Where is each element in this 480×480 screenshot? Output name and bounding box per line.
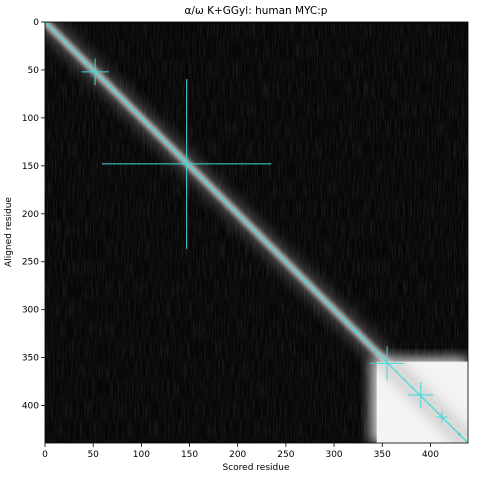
crosshair-marker-4 — [436, 411, 448, 423]
x-tick-label: 150 — [181, 450, 198, 460]
x-tick-label: 0 — [42, 450, 48, 460]
crosshair-marker-0 — [81, 58, 109, 86]
crosshair-marker-5 — [457, 432, 462, 437]
crosshair-marker-7 — [329, 304, 333, 308]
crosshair-marker-1 — [101, 79, 272, 249]
diagonal-line — [45, 22, 468, 443]
y-axis-label: Aligned residue — [4, 197, 14, 267]
crosshair-marker-3 — [408, 382, 434, 408]
y-tick-label: 100 — [22, 114, 39, 124]
heatmap-area — [45, 22, 468, 443]
x-tick-label: 400 — [422, 450, 439, 460]
x-tick-label: 250 — [277, 450, 294, 460]
x-tick-label: 300 — [325, 450, 342, 460]
diagonal-glow — [45, 22, 468, 443]
x-tick-label: 200 — [229, 450, 246, 460]
crosshair-marker-8 — [303, 279, 307, 283]
y-tick-label: 150 — [22, 162, 39, 172]
plot-frame — [44, 21, 469, 444]
x-axis-label: Scored residue — [223, 463, 290, 473]
y-tick-label: 300 — [22, 306, 39, 316]
crosshair-marker-6 — [354, 329, 359, 334]
y-tick-label: 350 — [22, 354, 39, 364]
x-tick-label: 100 — [133, 450, 150, 460]
y-tick-label: 400 — [22, 402, 39, 412]
y-tick-label: 0 — [33, 18, 39, 28]
crosshair-marker-2 — [369, 346, 405, 381]
chart-title: α/ω K+GGyl: human MYC:p — [185, 5, 328, 17]
x-axis-ticks: 0 50 100 150 200 250 300 350 400 — [42, 443, 439, 460]
y-tick-label: 250 — [22, 258, 39, 268]
y-tick-label: 200 — [22, 210, 39, 220]
crosshair-markers — [81, 58, 462, 437]
y-tick-label: 50 — [28, 66, 40, 76]
x-tick-label: 50 — [87, 450, 99, 460]
y-axis-ticks: 0 50 100 150 200 250 300 350 400 — [22, 18, 45, 412]
x-tick-label: 350 — [374, 450, 391, 460]
